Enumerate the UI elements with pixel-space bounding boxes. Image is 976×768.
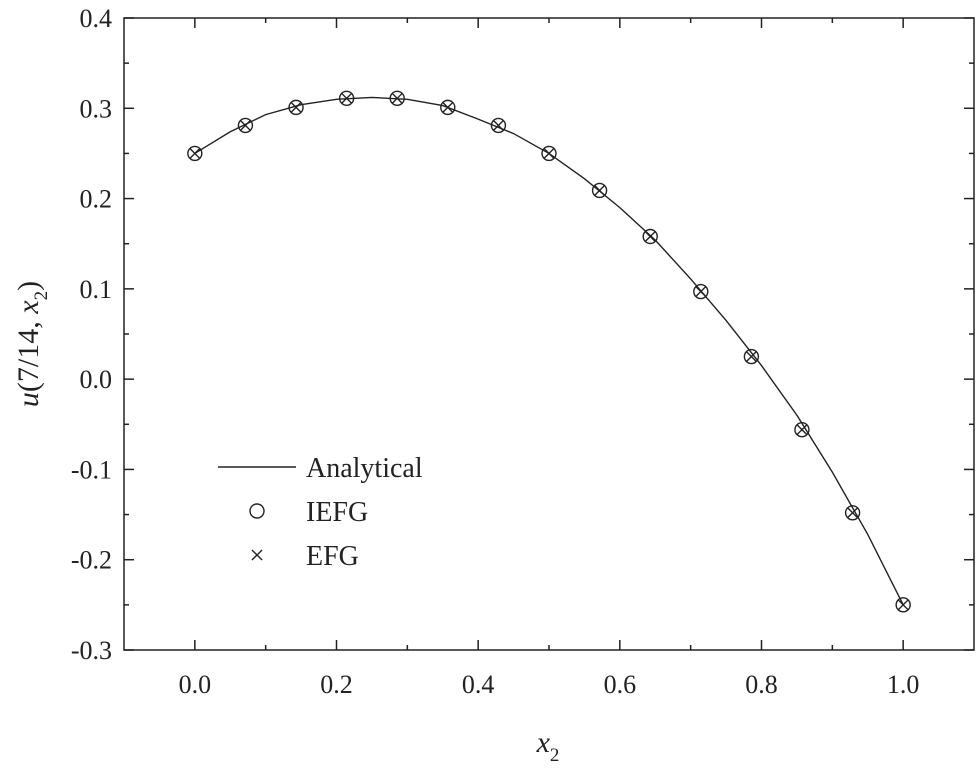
data-point-iefg [389, 90, 405, 107]
y-tick-label: 0.3 [80, 94, 113, 123]
legend-marker-iefg [249, 503, 265, 519]
x-tick-label: 0.6 [604, 670, 637, 699]
data-point-iefg [187, 145, 203, 162]
y-axis-label-args: (7/14, [12, 314, 45, 392]
data-point-iefg [440, 99, 456, 116]
data-point-efg [897, 599, 909, 611]
cross-stroke [543, 147, 555, 159]
data-point-iefg [693, 283, 709, 300]
x-tick-label: 0.2 [320, 670, 353, 699]
cross-stroke [897, 599, 909, 611]
data-point-iefg [541, 145, 557, 162]
axis-labels: x2u(7/14, x2) [12, 281, 559, 766]
data-point-iefg [288, 99, 304, 116]
data-point-efg [796, 424, 808, 436]
x-tick-label: 1.0 [887, 670, 920, 699]
x-axis-label-sub: 2 [550, 745, 560, 766]
data-point-iefg [490, 117, 507, 134]
cross-stroke [239, 119, 251, 131]
data-point-efg [695, 286, 707, 298]
cross-stroke [341, 92, 353, 104]
data-point-efg [391, 92, 403, 104]
cross-stroke [847, 507, 859, 519]
cross-stroke [594, 184, 606, 196]
legend-marker-efg [251, 549, 263, 561]
legend-label-iefg: IEFG [306, 497, 368, 528]
plot-frame [123, 17, 975, 651]
x-axis-label-var: x [536, 726, 551, 759]
y-tick-label: 0.1 [80, 275, 113, 304]
data-point-efg [341, 92, 353, 104]
y-tick-label: -0.1 [71, 455, 112, 484]
data-point-efg [543, 147, 555, 159]
data-point-efg [594, 184, 606, 196]
y-axis-label-func: u [12, 392, 45, 407]
data-point-iefg [237, 117, 254, 134]
y-axis-label: u(7/14, x2) [12, 281, 52, 407]
data-point-efg [745, 351, 757, 363]
data-point-iefg [895, 597, 911, 613]
legend-label-efg: EFG [306, 541, 359, 572]
x-tick-label: 0.4 [462, 670, 495, 699]
x-tick-label: 0.8 [745, 670, 778, 699]
legend: Analytical IEFG EFG [218, 453, 423, 572]
y-tick-label: -0.3 [71, 636, 112, 665]
axes: -0.3 -0.2 -0.1 0.0 0.1 0.2 0.3 0.4 0.0 0.2 0.4 0.6 0… [71, 4, 975, 699]
cross-stroke [391, 92, 403, 104]
y-axis-label-var: x [12, 300, 45, 315]
data-point-iefg [844, 505, 861, 521]
cross-stroke [745, 351, 757, 363]
cross-stroke [442, 101, 454, 113]
data-point-efg [442, 101, 454, 113]
y-axis-label-close: ) [12, 281, 45, 291]
data-point-efg [290, 101, 302, 113]
data-point-iefg [743, 348, 760, 365]
cross-stroke [644, 230, 656, 243]
data-point-efg [239, 119, 251, 131]
data-point-efg [847, 507, 859, 519]
data-point-iefg [642, 228, 658, 245]
data-point-iefg [338, 90, 355, 107]
cross-stroke [290, 101, 302, 113]
cross-stroke [695, 286, 707, 298]
data-point-efg [189, 147, 201, 159]
x-tick-label: 0.0 [179, 670, 212, 699]
cross-stroke [189, 147, 201, 159]
cross-stroke [796, 424, 808, 436]
legend-label-analytical: Analytical [306, 453, 423, 484]
y-tick-label: 0.2 [80, 185, 113, 214]
y-axis-label-sub: 2 [31, 291, 52, 301]
data-point-efg [644, 230, 656, 243]
y-tick-label: -0.2 [71, 546, 112, 575]
data-point-efg [492, 119, 504, 131]
data-point-iefg [591, 182, 608, 199]
series-line-analytical [194, 96, 904, 606]
y-tick-label: 0.0 [80, 365, 113, 394]
cross-stroke [492, 119, 504, 131]
y-tick-label: 0.4 [80, 4, 113, 33]
cross-stroke [251, 549, 263, 561]
x-axis-label: x2 [536, 726, 560, 766]
plot-area [187, 90, 911, 613]
data-point-iefg [794, 422, 810, 438]
